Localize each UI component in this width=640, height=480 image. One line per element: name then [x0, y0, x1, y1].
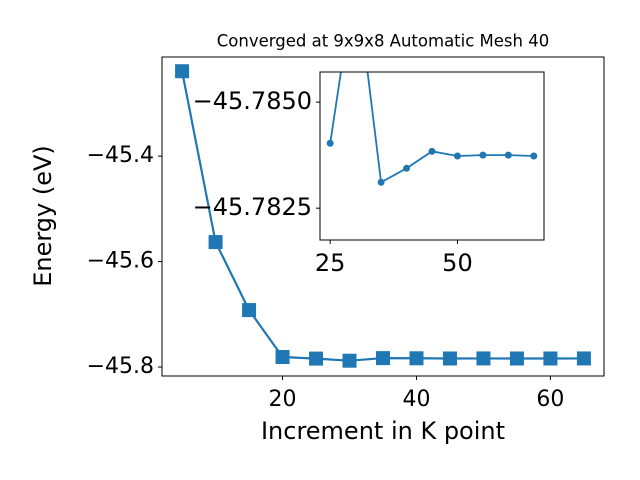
data-point	[309, 351, 324, 366]
axes-frame	[161, 56, 605, 377]
data-point	[453, 152, 461, 160]
data-point	[442, 351, 457, 366]
y-tick-label: −45.6	[87, 249, 154, 274]
data-point	[530, 152, 538, 160]
x-tick-label: 50	[442, 249, 473, 277]
x-tick-label: 25	[315, 249, 346, 277]
y-axis-label: Energy (eV)	[29, 145, 57, 287]
data-point	[509, 351, 524, 366]
y-tick-label: −45.7850	[193, 87, 312, 115]
data-point	[377, 178, 385, 186]
data-point	[326, 139, 334, 147]
x-axis-label: Increment in K point	[261, 417, 505, 445]
data-point	[428, 147, 436, 155]
plot-area	[326, 72, 538, 186]
data-point	[242, 303, 257, 318]
data-point	[476, 351, 491, 366]
data-point	[342, 353, 357, 368]
data-point	[403, 164, 411, 172]
data-point	[208, 235, 223, 250]
plot-area	[175, 64, 591, 368]
data-point	[175, 64, 190, 79]
data-point	[576, 351, 591, 366]
data-point	[409, 351, 424, 366]
x-tick-label: 60	[536, 387, 564, 412]
axes-frame	[319, 71, 545, 241]
x-tick-label: 40	[402, 387, 430, 412]
chart-title: Converged at 9x9x8 Automatic Mesh 40	[217, 32, 549, 51]
y-tick-label: −45.7825	[193, 193, 312, 221]
x-tick-label: 20	[269, 387, 297, 412]
data-point	[376, 351, 390, 366]
data-point	[543, 351, 558, 366]
data-point	[479, 151, 487, 159]
data-point	[504, 151, 512, 159]
y-tick-label: −45.8	[87, 354, 154, 379]
data-point	[275, 350, 290, 365]
y-tick-label: −45.4	[87, 143, 154, 168]
